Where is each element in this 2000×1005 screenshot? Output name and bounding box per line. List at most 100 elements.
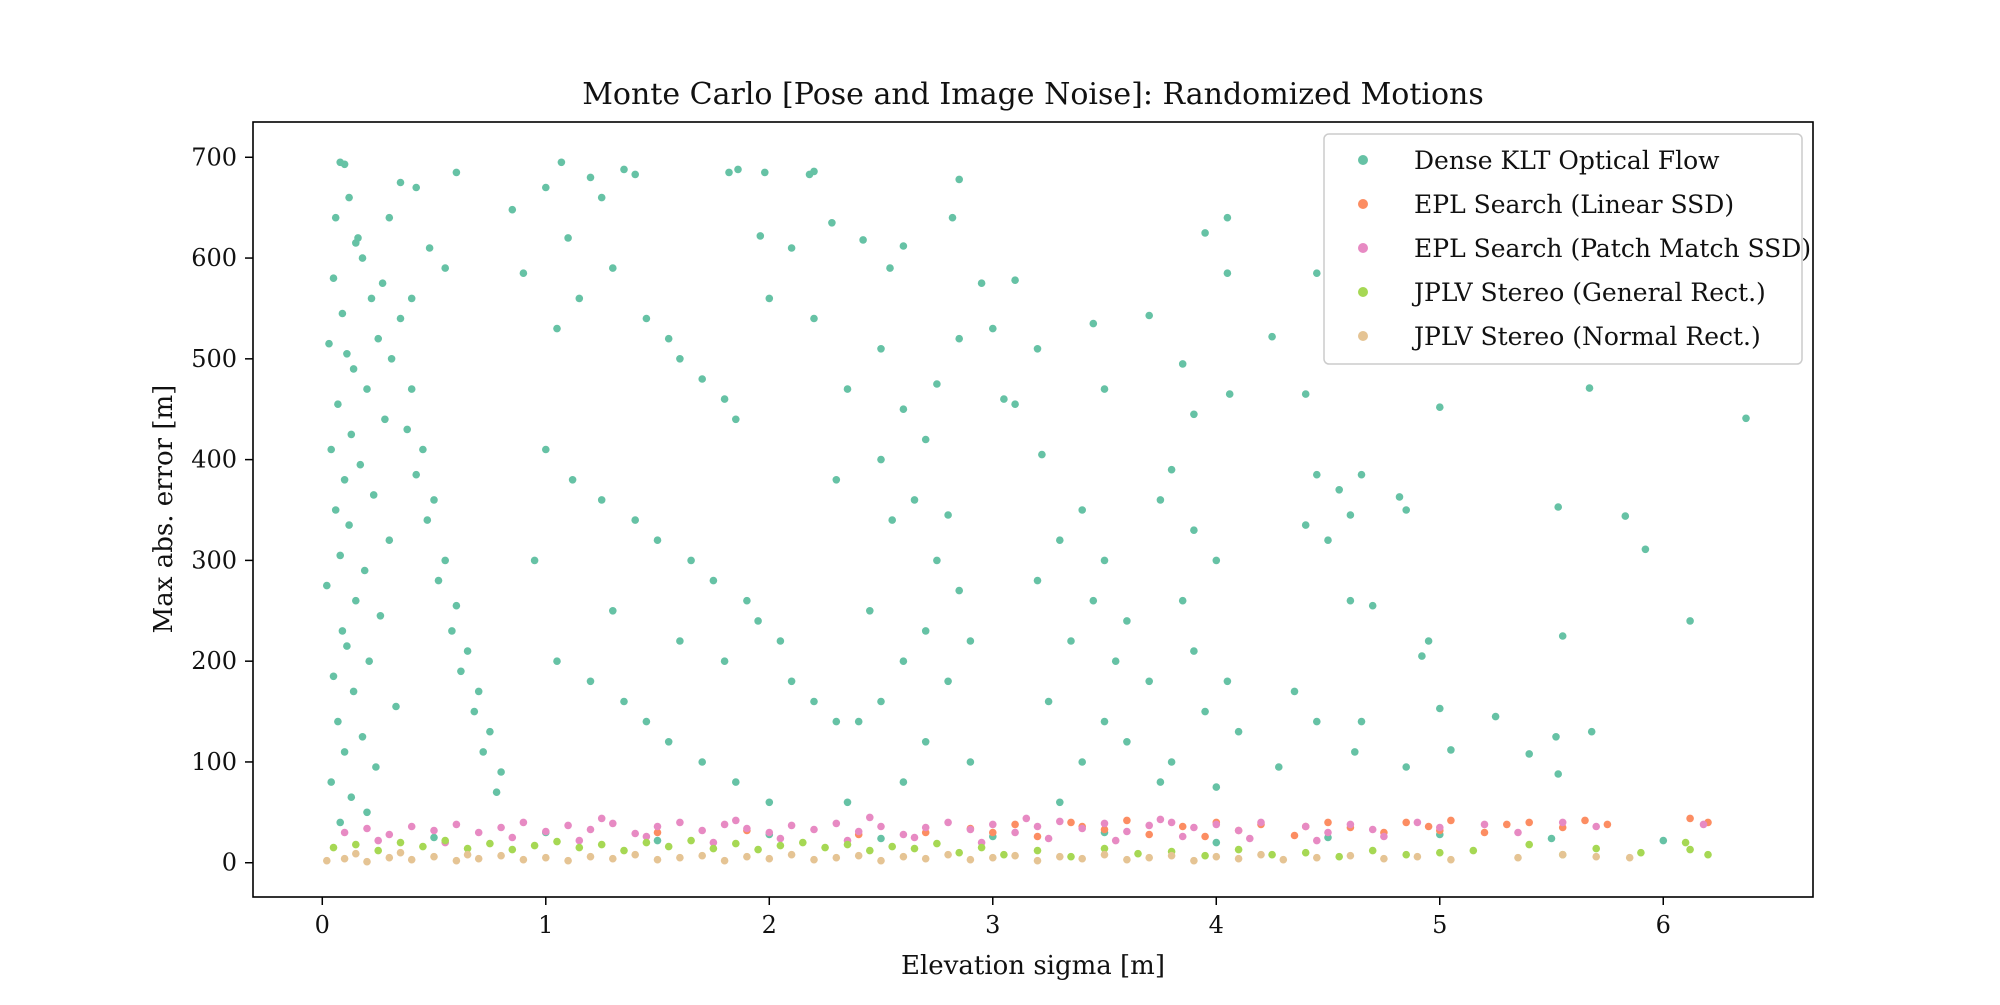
data-point xyxy=(921,823,930,832)
series-3 xyxy=(340,813,1708,847)
data-point xyxy=(977,279,986,288)
data-point xyxy=(921,435,930,444)
data-point xyxy=(1234,845,1243,854)
data-point xyxy=(441,556,450,565)
data-point xyxy=(374,836,383,845)
data-point xyxy=(1078,854,1086,863)
data-point xyxy=(877,455,885,464)
data-point xyxy=(407,822,416,831)
data-point xyxy=(620,846,628,855)
x-tick-label: 5 xyxy=(1432,911,1447,939)
data-point xyxy=(709,576,718,585)
data-point xyxy=(1301,848,1310,857)
y-tick-label: 400 xyxy=(191,446,237,474)
x-axis-label: Elevation sigma [m] xyxy=(901,951,1165,981)
data-point xyxy=(821,843,829,852)
data-point xyxy=(1145,830,1153,839)
data-point xyxy=(1447,816,1455,825)
data-point xyxy=(327,778,336,786)
data-point xyxy=(1686,617,1694,625)
data-point xyxy=(1558,818,1567,827)
data-point xyxy=(1178,832,1187,841)
data-point xyxy=(910,833,919,842)
data-point xyxy=(676,853,684,862)
data-point xyxy=(385,213,394,222)
data-point xyxy=(787,244,796,252)
data-point xyxy=(642,717,651,726)
data-point xyxy=(1178,360,1187,368)
data-point xyxy=(698,851,706,860)
data-point xyxy=(1313,269,1321,278)
data-point xyxy=(407,294,416,303)
data-point xyxy=(508,845,517,854)
data-point xyxy=(1346,511,1355,519)
data-point xyxy=(877,822,885,831)
data-point xyxy=(1324,536,1332,544)
data-point xyxy=(1621,512,1630,520)
data-point xyxy=(1275,763,1283,771)
data-point xyxy=(470,707,479,716)
data-point xyxy=(1201,707,1209,716)
data-point xyxy=(866,846,874,855)
data-point xyxy=(966,825,975,834)
data-point xyxy=(854,717,863,726)
data-point xyxy=(396,314,405,323)
data-point xyxy=(396,178,405,187)
data-point xyxy=(1212,852,1221,861)
data-point xyxy=(1418,652,1426,660)
data-point xyxy=(720,820,729,829)
data-point xyxy=(463,850,472,859)
data-point xyxy=(687,836,695,845)
data-point xyxy=(385,830,394,839)
data-point xyxy=(1587,727,1596,736)
data-point xyxy=(1447,746,1455,754)
data-point xyxy=(381,415,389,424)
data-point xyxy=(1190,526,1198,534)
data-point xyxy=(597,814,606,823)
data-point xyxy=(877,697,885,706)
data-point xyxy=(1100,717,1109,726)
data-point xyxy=(530,556,539,565)
data-point xyxy=(1641,545,1650,554)
data-point xyxy=(430,852,438,861)
data-point xyxy=(1234,854,1243,863)
data-point xyxy=(363,857,371,866)
data-point xyxy=(1368,601,1377,610)
data-point xyxy=(732,816,740,825)
data-point xyxy=(1033,576,1042,585)
data-point xyxy=(1469,846,1478,855)
data-point xyxy=(1212,820,1221,829)
data-point xyxy=(1022,814,1031,823)
data-point xyxy=(1368,846,1377,855)
data-point xyxy=(732,839,740,848)
data-point xyxy=(486,727,494,736)
data-point xyxy=(1603,820,1612,829)
data-point xyxy=(1581,816,1589,825)
data-point xyxy=(754,617,762,625)
data-point xyxy=(756,232,765,240)
data-point xyxy=(457,667,465,676)
data-point xyxy=(497,851,505,860)
data-point xyxy=(765,828,774,837)
data-point xyxy=(944,850,952,859)
data-point xyxy=(1413,818,1422,827)
data-point xyxy=(1156,815,1165,824)
data-point xyxy=(336,551,345,560)
data-point xyxy=(989,828,997,837)
data-point xyxy=(358,254,367,262)
data-point xyxy=(374,334,383,343)
data-point xyxy=(1424,822,1433,831)
data-point xyxy=(732,778,740,786)
data-point xyxy=(474,687,483,696)
legend-marker xyxy=(1358,243,1368,253)
data-point xyxy=(508,205,517,214)
data-point xyxy=(787,821,796,830)
data-point xyxy=(698,375,706,383)
data-point xyxy=(989,853,997,862)
data-point xyxy=(1357,717,1366,726)
data-point xyxy=(367,294,376,303)
data-point xyxy=(977,843,986,852)
data-point xyxy=(1000,395,1008,403)
data-point xyxy=(1123,816,1131,825)
points-layer xyxy=(323,158,1750,866)
